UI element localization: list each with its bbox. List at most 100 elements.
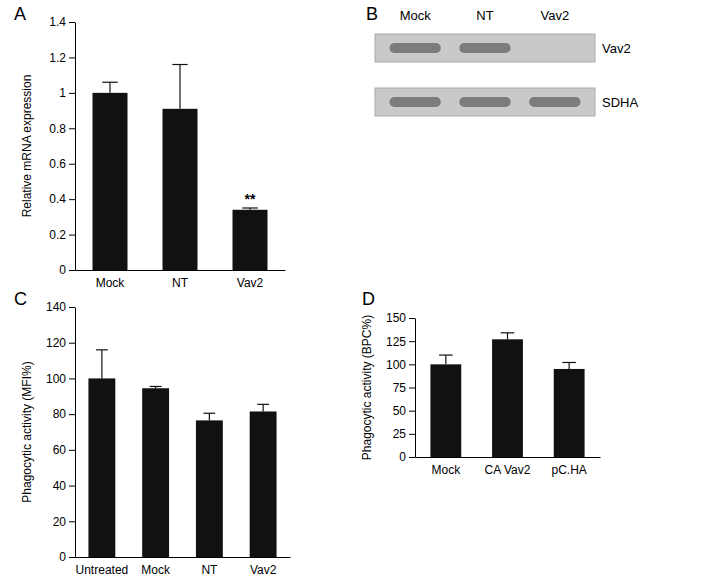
x-axis: Mock CA Vav2 pC.HA xyxy=(416,457,601,477)
bar xyxy=(554,369,585,457)
y-tick-label: 125 xyxy=(386,335,406,349)
y-tick-mark xyxy=(409,411,415,412)
x-tick: Mock xyxy=(431,457,461,477)
error-cap xyxy=(96,349,108,350)
panel: A00.20.40.60.811.21.4MockNTVav2Relative … xyxy=(14,4,286,290)
y-tick-label: 25 xyxy=(393,427,407,441)
bar xyxy=(142,388,169,557)
band-label: SDHA xyxy=(602,95,638,110)
y-tick-mark xyxy=(69,93,75,94)
error-bar xyxy=(257,404,269,411)
x-tick-label: Vav2 xyxy=(237,276,264,290)
y-tick-label: 0 xyxy=(59,263,66,277)
y-tick-mark xyxy=(69,521,75,522)
panel-label: A xyxy=(14,4,26,24)
y-tick: 75 xyxy=(393,381,415,395)
error-stem xyxy=(507,333,508,339)
error-bar xyxy=(102,82,117,93)
y-tick: 100 xyxy=(46,372,75,386)
error-cap xyxy=(102,82,117,83)
x-tick: Vav2 xyxy=(237,270,264,290)
x-tick-label: Untreated xyxy=(76,563,129,577)
y-tick-mark xyxy=(69,414,75,415)
y-axis: 00.20.40.60.811.21.4 xyxy=(49,15,75,277)
x-tick: Mock xyxy=(96,270,126,290)
x-tick-label: NT xyxy=(172,276,189,290)
blot-panel: BMockNTVav2Vav2SDHA xyxy=(366,4,638,116)
lane-label: Mock xyxy=(400,8,432,23)
lane-label: NT xyxy=(476,8,493,23)
error-cap xyxy=(257,404,269,405)
error-cap xyxy=(439,354,453,355)
y-tick: 0.6 xyxy=(49,157,75,171)
x-tick: Mock xyxy=(141,557,171,577)
error-cap xyxy=(562,362,576,363)
blot-band xyxy=(459,43,510,53)
y-tick: 125 xyxy=(386,335,415,349)
error-bar xyxy=(96,350,108,379)
bar xyxy=(93,93,128,270)
error-stem xyxy=(445,355,446,364)
error-cap xyxy=(203,413,215,414)
y-tick-mark xyxy=(409,457,415,458)
x-tick: pC.HA xyxy=(551,457,586,477)
y-tick-mark xyxy=(69,557,75,558)
x-tick-label: Mock xyxy=(431,463,461,477)
y-tick-label: 150 xyxy=(386,311,406,325)
panel: D0255075100125150MockCA Vav2pC.HAPhagocy… xyxy=(360,289,601,477)
error-bar xyxy=(203,413,215,420)
error-bar xyxy=(150,386,162,388)
x-axis-line xyxy=(416,457,601,458)
bar xyxy=(196,420,223,557)
y-tick-label: 140 xyxy=(46,300,66,314)
error-stem xyxy=(263,404,264,411)
y-tick-mark xyxy=(69,128,75,129)
panel-label: B xyxy=(366,4,378,24)
blot-band xyxy=(459,97,510,107)
y-tick: 0 xyxy=(399,450,415,464)
y-tick-label: 100 xyxy=(386,358,406,372)
y-tick: 0.2 xyxy=(49,228,75,242)
blot-strip xyxy=(375,88,595,116)
y-axis: 0255075100125150 xyxy=(386,311,416,464)
y-tick-label: 80 xyxy=(53,407,67,421)
y-tick-mark xyxy=(409,318,415,319)
y-tick-mark xyxy=(69,450,75,451)
error-bar xyxy=(242,208,257,210)
x-tick-label: Mock xyxy=(96,276,126,290)
y-tick-mark xyxy=(69,57,75,58)
y-tick-label: 1.2 xyxy=(49,51,66,65)
y-tick: 0.4 xyxy=(49,192,75,206)
y-tick-mark xyxy=(69,164,75,165)
panel: C020406080100120140UntreatedMockNTVav2Ph… xyxy=(14,289,291,577)
y-tick: 1.2 xyxy=(49,51,75,65)
y-tick: 100 xyxy=(386,358,415,372)
y-tick-mark xyxy=(409,388,415,389)
bar xyxy=(88,378,115,557)
y-tick: 0 xyxy=(59,550,75,564)
error-bar xyxy=(562,362,576,368)
bar xyxy=(492,339,523,457)
y-tick-mark xyxy=(409,434,415,435)
y-tick-label: 0.8 xyxy=(49,122,66,136)
y-axis-title: Phagocytic activity (BPC%) xyxy=(360,315,374,460)
error-stem xyxy=(109,82,110,93)
y-tick-label: 60 xyxy=(53,443,67,457)
y-tick-mark xyxy=(69,22,75,23)
x-tick: NT xyxy=(201,557,218,577)
y-tick: 1.4 xyxy=(49,15,75,29)
x-axis-line xyxy=(76,270,286,271)
x-axis-line xyxy=(76,557,291,558)
y-tick: 150 xyxy=(386,311,415,325)
error-stem xyxy=(569,362,570,368)
y-tick-label: 40 xyxy=(53,479,67,493)
error-cap xyxy=(150,386,162,387)
error-bar xyxy=(439,355,453,364)
plot-area xyxy=(93,65,268,270)
y-tick: 80 xyxy=(53,407,75,421)
lane-label: Vav2 xyxy=(541,8,570,23)
x-tick: CA Vav2 xyxy=(485,457,531,477)
y-axis-line xyxy=(415,319,416,458)
y-axis: 020406080100120140 xyxy=(46,300,76,564)
y-tick-mark xyxy=(409,341,415,342)
